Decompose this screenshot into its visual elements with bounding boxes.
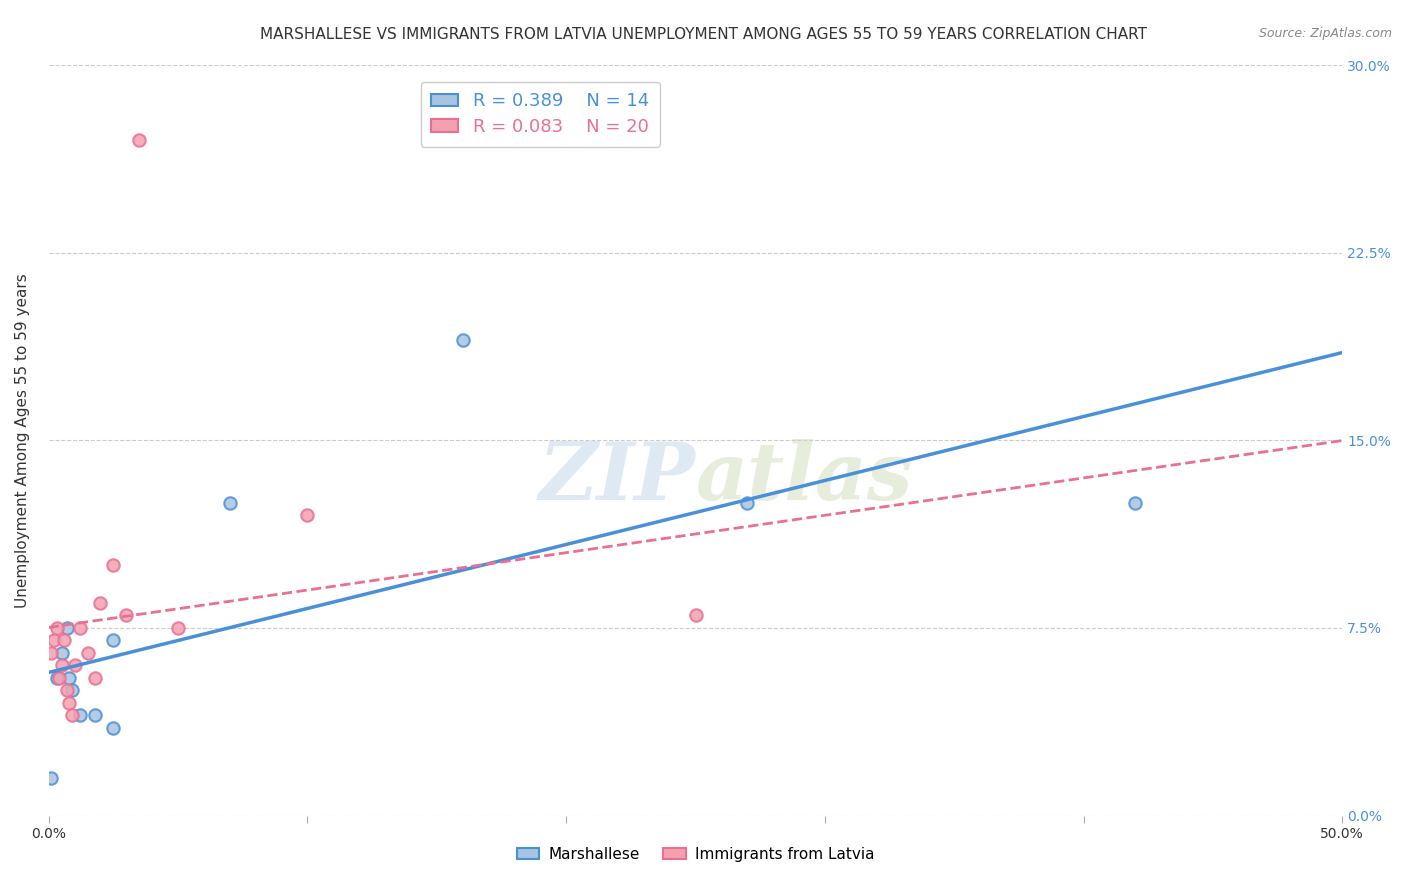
Point	[84, 671, 107, 685]
Point	[51, 658, 73, 673]
Point	[58, 696, 80, 710]
Point	[56, 683, 79, 698]
Point	[60, 708, 83, 723]
Point	[63, 658, 86, 673]
Point	[167, 621, 190, 635]
Point	[45, 671, 67, 685]
Point	[103, 721, 125, 735]
Point	[735, 496, 758, 510]
Point	[56, 621, 79, 635]
Point	[128, 133, 150, 147]
Point	[41, 771, 63, 785]
Point	[51, 646, 73, 660]
Y-axis label: Unemployment Among Ages 55 to 59 years: Unemployment Among Ages 55 to 59 years	[15, 273, 30, 607]
Point	[103, 633, 125, 648]
Point	[103, 558, 125, 573]
Point	[53, 633, 76, 648]
Point	[297, 508, 319, 523]
Point	[84, 708, 107, 723]
Text: ZIP: ZIP	[538, 439, 696, 516]
Point	[76, 646, 98, 660]
Text: atlas: atlas	[696, 439, 912, 516]
Point	[41, 646, 63, 660]
Point	[69, 708, 91, 723]
Point	[58, 671, 80, 685]
Point	[685, 608, 707, 623]
Point	[89, 596, 111, 610]
Point	[48, 671, 70, 685]
Point	[1123, 496, 1146, 510]
Point	[60, 683, 83, 698]
Legend: R = 0.389    N = 14, R = 0.083    N = 20: R = 0.389 N = 14, R = 0.083 N = 20	[420, 82, 659, 146]
Text: Source: ZipAtlas.com: Source: ZipAtlas.com	[1258, 27, 1392, 40]
Point	[218, 496, 240, 510]
Point	[45, 621, 67, 635]
Point	[451, 333, 474, 347]
Point	[42, 633, 65, 648]
Point	[69, 621, 91, 635]
Text: MARSHALLESE VS IMMIGRANTS FROM LATVIA UNEMPLOYMENT AMONG AGES 55 TO 59 YEARS COR: MARSHALLESE VS IMMIGRANTS FROM LATVIA UN…	[260, 27, 1146, 42]
Point	[115, 608, 138, 623]
